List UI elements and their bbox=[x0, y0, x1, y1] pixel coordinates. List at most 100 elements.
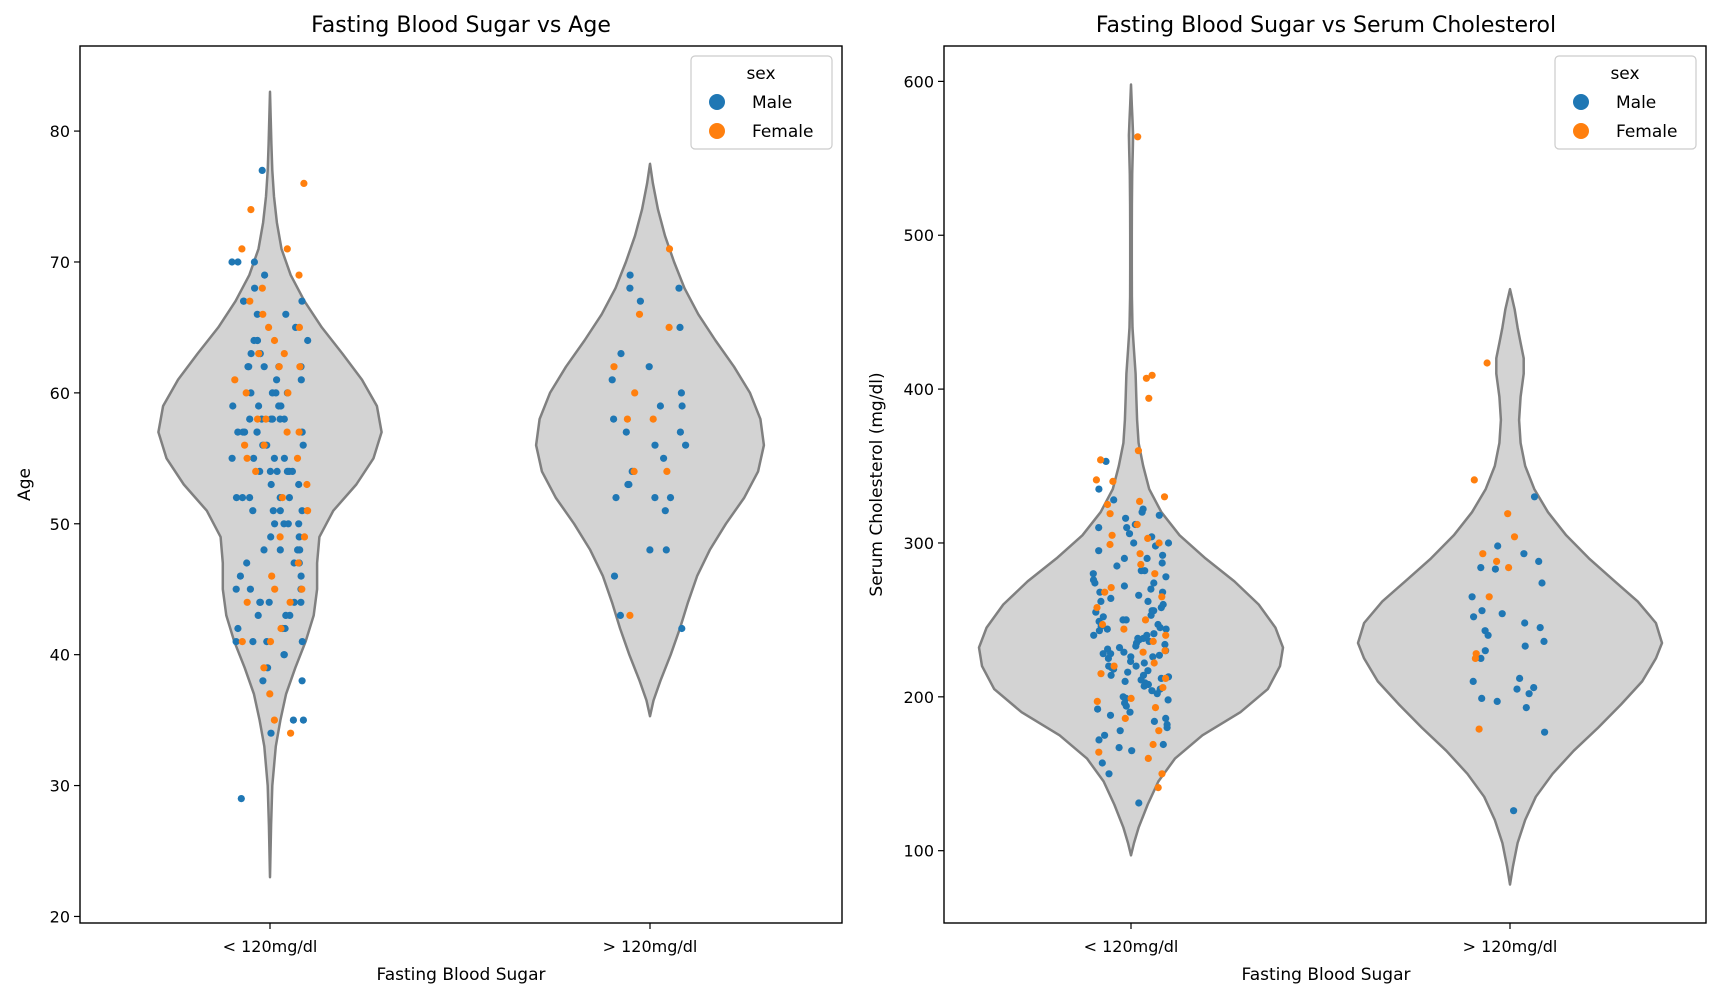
x-ticks: < 120mg/dl > 120mg/dl bbox=[223, 923, 697, 956]
data-point-female bbox=[294, 559, 302, 567]
data-point-female bbox=[1093, 604, 1101, 612]
data-point-male bbox=[1089, 576, 1098, 584]
data-point-female bbox=[295, 271, 303, 279]
data-point-male bbox=[1150, 630, 1158, 638]
data-point-male bbox=[273, 467, 281, 475]
data-point-male bbox=[1481, 647, 1489, 655]
data-point-female bbox=[300, 533, 309, 541]
data-point-female bbox=[231, 376, 239, 384]
data-point-female bbox=[1137, 560, 1145, 569]
data-point-male bbox=[297, 572, 305, 580]
data-point-male bbox=[276, 507, 284, 515]
data-point-male bbox=[610, 572, 619, 580]
violin-high bbox=[534, 162, 766, 718]
data-point-male bbox=[1530, 684, 1538, 692]
data-point-female bbox=[1110, 662, 1118, 670]
data-point-male bbox=[1137, 567, 1145, 575]
legend-label-female: Female bbox=[752, 122, 813, 142]
data-point-female bbox=[631, 389, 639, 397]
data-point-male bbox=[661, 507, 669, 515]
data-point-male bbox=[636, 297, 645, 305]
data-point-male bbox=[1097, 597, 1105, 606]
data-point-female bbox=[1095, 748, 1103, 756]
data-point-female bbox=[1127, 694, 1135, 703]
data-point-female bbox=[1144, 754, 1152, 763]
y-ticks: 100 200 300 400 500 600 bbox=[903, 72, 944, 861]
data-point-female bbox=[1151, 704, 1160, 712]
data-point-male bbox=[298, 638, 306, 646]
data-point-female bbox=[243, 598, 251, 606]
data-point-male bbox=[1098, 759, 1106, 767]
data-point-female bbox=[1471, 654, 1479, 663]
data-point-male bbox=[1107, 671, 1115, 679]
data-point-male bbox=[238, 494, 247, 502]
y-tick-label: 20 bbox=[50, 907, 70, 926]
data-point-female bbox=[260, 441, 268, 449]
data-point-male bbox=[1491, 565, 1499, 573]
legend: sex Male Female bbox=[690, 55, 833, 150]
data-point-male bbox=[1150, 607, 1158, 615]
data-point-male bbox=[295, 520, 303, 528]
data-point-male bbox=[1498, 610, 1506, 618]
data-point-male bbox=[255, 402, 263, 410]
data-point-male bbox=[1143, 631, 1151, 639]
data-point-male bbox=[249, 507, 257, 515]
data-point-female bbox=[243, 454, 251, 462]
data-point-male bbox=[228, 258, 236, 266]
data-point-male bbox=[1094, 705, 1102, 713]
data-point-male bbox=[1521, 642, 1529, 650]
data-point-female bbox=[1101, 588, 1109, 596]
data-point-male bbox=[1135, 591, 1143, 599]
data-point-male bbox=[236, 572, 244, 580]
data-point-female bbox=[1106, 510, 1114, 518]
plot-area bbox=[157, 90, 766, 879]
data-point-female bbox=[270, 336, 279, 345]
data-point-male bbox=[299, 716, 307, 724]
data-point-female bbox=[296, 363, 304, 371]
data-point-male bbox=[1143, 554, 1151, 563]
data-point-female bbox=[1483, 359, 1491, 367]
data-point-male bbox=[666, 494, 675, 502]
data-point-male bbox=[298, 677, 306, 685]
y-tick-label: 40 bbox=[50, 646, 70, 665]
data-point-female bbox=[1097, 456, 1105, 464]
data-point-male bbox=[267, 415, 275, 423]
data-point-female bbox=[1162, 631, 1170, 639]
data-point-male bbox=[656, 402, 665, 410]
data-point-male bbox=[1095, 627, 1103, 635]
data-point-male bbox=[266, 467, 274, 475]
legend: sex Male Female bbox=[1554, 55, 1697, 150]
data-point-male bbox=[1103, 625, 1111, 633]
x-axis-label: Fasting Blood Sugar bbox=[377, 965, 546, 985]
data-point-male bbox=[1089, 570, 1097, 578]
data-point-male bbox=[250, 258, 258, 266]
data-point-male bbox=[268, 389, 276, 397]
data-point-female bbox=[1160, 493, 1169, 501]
data-point-female bbox=[1136, 550, 1144, 558]
data-point-male bbox=[1132, 662, 1140, 670]
data-point-male bbox=[617, 350, 625, 358]
data-point-male bbox=[1144, 667, 1152, 675]
data-point-female bbox=[286, 598, 294, 606]
data-point-female bbox=[1108, 531, 1116, 539]
data-point-male bbox=[1122, 694, 1130, 703]
data-point-male bbox=[1541, 728, 1549, 736]
y-tick-label: 30 bbox=[50, 777, 70, 796]
data-point-male bbox=[1148, 687, 1156, 695]
data-point-male bbox=[282, 310, 290, 318]
legend-label-female: Female bbox=[1616, 122, 1677, 142]
data-point-male bbox=[1520, 550, 1528, 558]
data-point-female bbox=[623, 415, 632, 423]
y-tick-label: 300 bbox=[903, 534, 934, 553]
data-point-male bbox=[678, 402, 686, 410]
data-point-male bbox=[298, 297, 306, 305]
x-ticks: < 120mg/dl > 120mg/dl bbox=[1084, 923, 1557, 956]
data-point-female bbox=[635, 310, 644, 318]
data-point-male bbox=[270, 454, 278, 462]
legend-label-male: Male bbox=[752, 93, 792, 113]
data-point-female bbox=[1120, 625, 1128, 633]
data-point-female bbox=[1150, 659, 1158, 667]
data-point-female bbox=[1144, 534, 1152, 543]
data-point-female bbox=[260, 664, 268, 672]
data-point-male bbox=[245, 363, 253, 371]
